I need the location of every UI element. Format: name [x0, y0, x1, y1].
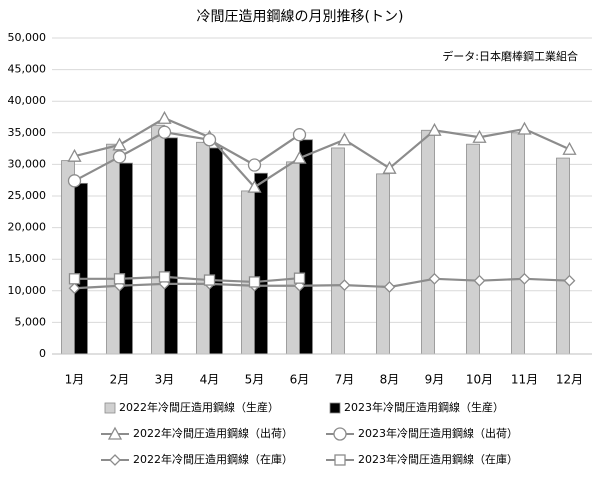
marker [67, 174, 82, 188]
marker [157, 125, 172, 139]
bar [286, 161, 300, 355]
marker [333, 427, 347, 441]
x-tick-label: 12月 [556, 373, 583, 387]
legend-label: 2023年冷間圧造用鋼線（在庫） [358, 452, 518, 466]
bar [421, 129, 435, 355]
bar [331, 147, 345, 355]
legend-label: 2023年冷間圧造用鋼線（出荷） [358, 426, 518, 440]
bar [511, 132, 525, 355]
bar [556, 157, 570, 355]
x-tick-label: 5月 [245, 373, 265, 387]
marker [382, 160, 397, 174]
bar [61, 160, 75, 355]
annotation: データ:日本磨棒鋼工業組合 [442, 49, 578, 63]
x-tick-label: 7月 [335, 373, 355, 387]
marker [202, 133, 217, 147]
legend-label: 2022年冷間圧造用鋼線（在庫） [133, 452, 293, 466]
marker [109, 454, 121, 466]
y-tick-label: 50,000 [8, 31, 47, 44]
bar [209, 147, 223, 355]
bar [241, 190, 255, 355]
marker [292, 150, 307, 164]
marker [112, 137, 127, 151]
y-tick-label: 25,000 [8, 189, 47, 202]
x-tick-label: 2月 [110, 373, 130, 387]
marker [427, 122, 442, 136]
y-tick-label: 30,000 [8, 157, 47, 170]
marker [337, 132, 352, 146]
marker [158, 271, 171, 283]
x-tick-label: 4月 [200, 373, 220, 387]
y-tick-label: 20,000 [8, 221, 47, 234]
marker [67, 148, 82, 162]
marker [473, 274, 486, 287]
marker [517, 121, 532, 135]
x-tick-label: 6月 [290, 373, 310, 387]
marker [293, 272, 306, 284]
y-tick-label: 10,000 [8, 284, 47, 297]
y-tick-label: 35,000 [8, 126, 47, 139]
line [74, 275, 300, 284]
bar [299, 139, 313, 355]
marker [247, 179, 262, 193]
marker [248, 276, 261, 288]
bar [106, 143, 120, 355]
bar [151, 124, 165, 355]
bar [164, 137, 178, 355]
marker [68, 273, 81, 285]
bar [376, 173, 390, 355]
marker [68, 282, 81, 295]
legend-label: 2022年冷間圧造用鋼線（生産） [119, 400, 279, 414]
marker [518, 272, 531, 285]
legend-label: 2022年冷間圧造用鋼線（出荷） [133, 426, 293, 440]
marker [338, 279, 351, 292]
y-tick-label: 15,000 [8, 252, 47, 265]
marker [472, 129, 487, 143]
marker [107, 426, 123, 440]
bar [466, 143, 480, 355]
x-tick-label: 9月 [425, 373, 445, 387]
x-tick-label: 3月 [155, 373, 175, 387]
legend-label: 2023年冷間圧造用鋼線（生産） [344, 400, 504, 414]
marker [562, 141, 577, 155]
line [73, 131, 301, 182]
bar [254, 172, 268, 355]
marker [157, 110, 172, 124]
bar [196, 141, 210, 355]
x-tick-label: 1月 [65, 373, 85, 387]
marker [292, 128, 307, 142]
legend-swatch [329, 402, 341, 414]
y-tick-label: 0 [39, 347, 46, 360]
y-tick-label: 40,000 [8, 94, 47, 107]
marker [334, 454, 346, 466]
marker [112, 150, 127, 164]
marker [563, 274, 576, 287]
chart-title: 冷間圧造用鋼線の月別推移(トン) [197, 9, 404, 25]
x-tick-label: 10月 [466, 373, 493, 387]
line [74, 277, 570, 290]
x-tick-label: 11月 [511, 373, 538, 387]
marker [203, 274, 216, 286]
bar [74, 182, 88, 355]
marker [383, 281, 396, 293]
marker [428, 272, 441, 285]
bar [119, 162, 133, 355]
y-tick-label: 45,000 [8, 63, 47, 76]
y-tick-label: 5,000 [15, 315, 47, 328]
marker [247, 158, 262, 172]
x-tick-label: 8月 [380, 373, 400, 387]
line [74, 117, 570, 189]
legend-swatch [104, 402, 116, 414]
marker [113, 273, 126, 285]
